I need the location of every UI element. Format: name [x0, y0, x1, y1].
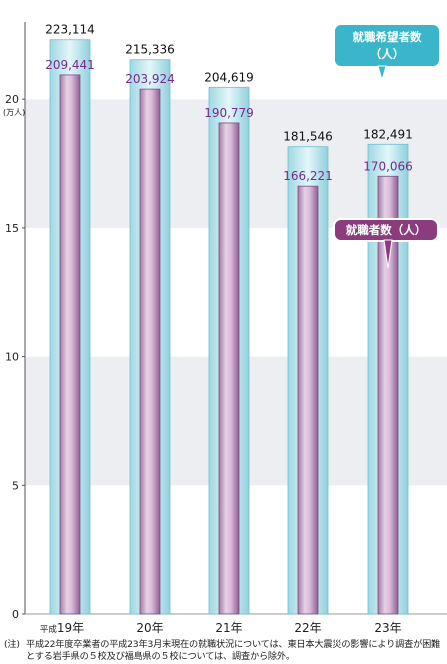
x-tick-text: 19年	[57, 621, 84, 635]
y-tick-label: 5	[12, 479, 19, 492]
x-tick-label: 20年	[136, 621, 163, 635]
legend-applicants-box	[333, 23, 441, 68]
x-tick-text: 22年	[294, 621, 321, 635]
data-label-applicants: 215,336	[125, 43, 175, 57]
x-tick-prefix: 平成	[40, 624, 58, 635]
x-tick-label: 21年	[215, 621, 242, 635]
data-label-employed: 190,779	[204, 106, 254, 120]
bar-employed	[59, 74, 81, 615]
data-label-applicants: 204,619	[204, 70, 254, 84]
footnote-prefix: (注)	[4, 639, 20, 650]
data-label-applicants: 182,491	[363, 127, 413, 141]
data-label-employed: 170,066	[363, 159, 413, 173]
bar-employed	[218, 122, 240, 615]
data-label-employed: 209,441	[45, 58, 95, 72]
footnote-text: 平成22年度卒業者の平成23年3月末現在の就職状況については、東日本大震災の影響…	[26, 639, 441, 662]
legend-employed-pointer	[383, 239, 393, 269]
x-tick-label: 22年	[294, 621, 321, 635]
y-tick-label: 10	[5, 351, 19, 364]
y-tick-label: 20	[5, 93, 19, 106]
footnote: (注) 平成22年度卒業者の平成23年3月末現在の就職状況については、東日本大震災…	[4, 639, 444, 663]
y-axis-unit: (万人)	[3, 108, 25, 117]
legend-applicants-label: 就職希望者数	[353, 30, 422, 44]
bar-employed	[297, 185, 319, 615]
data-label-applicants: 181,546	[283, 130, 333, 144]
bar-employed	[377, 175, 399, 615]
bar-employed	[139, 88, 161, 615]
legend-applicants-pointer	[377, 65, 387, 82]
data-label-employed: 203,924	[125, 72, 175, 86]
x-tick-text: 23年	[374, 621, 401, 635]
data-label-applicants: 223,114	[45, 23, 95, 37]
legend-applicants-unit: （人）	[370, 47, 405, 61]
data-label-employed: 166,221	[283, 169, 333, 183]
legend-employed-label: 就職者数（人）	[346, 223, 427, 237]
y-tick-label: 0	[12, 608, 19, 621]
x-tick-label: 平成19年	[40, 621, 84, 635]
x-tick-label: 23年	[374, 621, 401, 635]
x-tick-text: 21年	[215, 621, 242, 635]
x-tick-text: 20年	[136, 621, 163, 635]
y-tick-label: 15	[5, 222, 19, 235]
